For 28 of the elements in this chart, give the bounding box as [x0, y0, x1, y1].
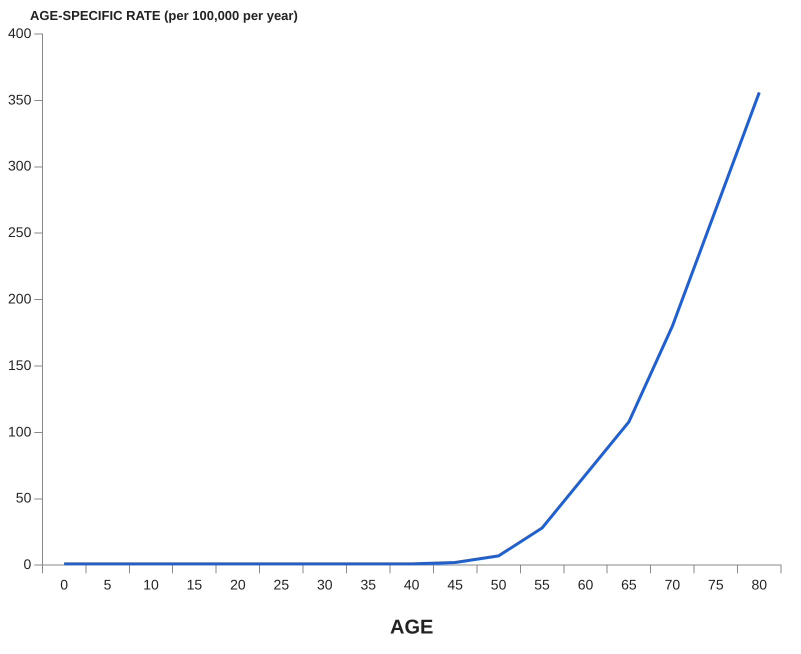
- x-tick-label: 40: [404, 576, 420, 592]
- y-tick-label: 50: [16, 490, 32, 506]
- y-axis-title: AGE-SPECIFIC RATE (per 100,000 per year): [30, 8, 298, 24]
- x-tick-label: 0: [60, 576, 68, 592]
- y-tick-label: 400: [8, 24, 32, 41]
- x-tick-label: 75: [708, 576, 724, 592]
- x-tick-label: 5: [104, 576, 112, 592]
- y-tick-label: 350: [8, 91, 32, 108]
- y-tick-label: 0: [24, 556, 32, 572]
- x-tick-label: 80: [751, 576, 768, 592]
- y-tick-label: 100: [8, 423, 32, 440]
- x-axis-title: AGE: [390, 616, 434, 639]
- x-tick-label: 55: [534, 576, 550, 592]
- y-tick-label: 250: [8, 224, 32, 240]
- x-tick-label: 35: [360, 576, 376, 592]
- x-tick-label: 30: [316, 576, 333, 592]
- x-tick-label: 10: [143, 576, 159, 592]
- x-tick-label: 70: [664, 576, 680, 592]
- x-tick-label: 45: [447, 576, 464, 592]
- x-tick-label: 25: [274, 576, 290, 592]
- x-tick-label: 50: [490, 576, 507, 592]
- x-tick-label: 65: [621, 576, 637, 592]
- x-tick-label: 60: [578, 576, 594, 592]
- x-tick-label: 20: [230, 576, 246, 592]
- y-tick-label: 300: [8, 158, 32, 174]
- y-tick-label: 150: [8, 356, 32, 373]
- y-tick-label: 200: [8, 290, 32, 306]
- x-tick-label: 15: [186, 576, 202, 592]
